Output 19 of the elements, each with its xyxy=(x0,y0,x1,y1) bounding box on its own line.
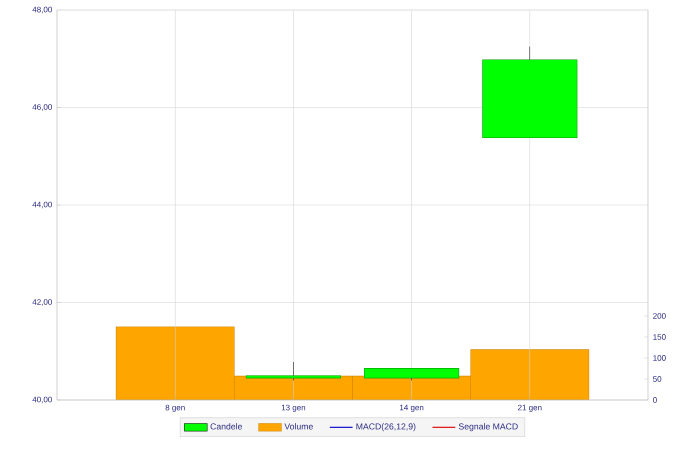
candlestick xyxy=(246,362,341,381)
legend-label: Segnale MACD xyxy=(458,423,518,432)
y-tick-label: 44,00 xyxy=(32,202,52,208)
y-tick-label: 48,00 xyxy=(32,6,52,14)
x-tick-label: 13 gen xyxy=(282,404,306,412)
x-tick-label: 8 gen xyxy=(166,404,185,412)
y2-tick-label: 0 xyxy=(653,397,657,403)
y2-tick-label: 200 xyxy=(653,313,666,319)
x-tick-label: 21 gen xyxy=(518,404,542,412)
y-tick-label: 40,00 xyxy=(32,396,52,404)
y-tick-label: 42,00 xyxy=(32,299,52,306)
y2-tick-label: 150 xyxy=(653,334,666,340)
y2-tick-label: 50 xyxy=(653,376,662,382)
legend-label: Volume xyxy=(284,423,313,430)
legend-label: MACD(26,12,9) xyxy=(356,423,416,432)
y2-tick-label: 100 xyxy=(653,355,666,361)
x-tick-label: 14 gen xyxy=(400,404,424,412)
y-tick-label: 46,00 xyxy=(32,104,52,111)
legend-label: Candele xyxy=(210,423,242,430)
